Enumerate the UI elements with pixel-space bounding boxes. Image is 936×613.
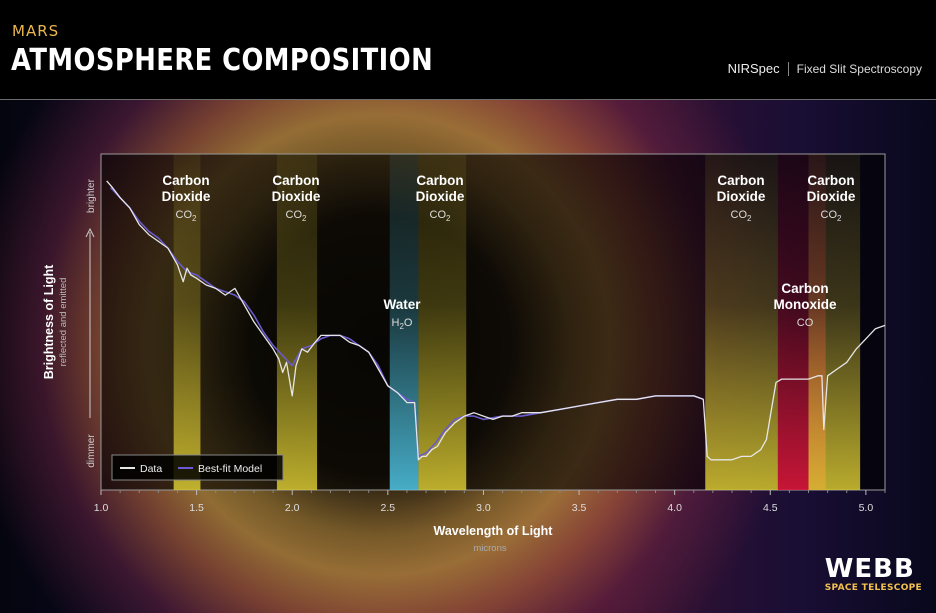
y-dimmer-label: dimmer [86, 434, 97, 468]
x-tick-label: 3.0 [476, 502, 491, 514]
band-label: Carbon [717, 173, 764, 188]
y-axis-subtitle: reflected and emitted [58, 278, 69, 367]
absorption-band [276, 154, 318, 490]
band-formula: CO2 [821, 209, 843, 223]
y-arrow-head [85, 227, 95, 238]
chart-legend: Data Best-fit Model [111, 454, 284, 481]
legend-label-data: Data [140, 463, 162, 475]
x-tick-label: 2.5 [381, 502, 396, 514]
band-label: Monoxide [774, 297, 837, 312]
legend-box [111, 454, 284, 481]
absorption-band [173, 154, 201, 490]
x-tick-label: 1.5 [189, 502, 204, 514]
instrument-name: NIRSpec [727, 61, 780, 76]
x-tick-label: 1.0 [94, 502, 109, 514]
x-tick-label: 5.0 [859, 502, 874, 514]
page-title: ATMOSPHERE COMPOSITION [11, 43, 434, 78]
band-label: Dioxide [272, 189, 321, 204]
band-label: Carbon [781, 281, 828, 296]
header-kicker: MARS [12, 22, 60, 40]
absorption-band [705, 154, 778, 490]
band-label: Dioxide [807, 189, 856, 204]
absorption-band [808, 154, 861, 490]
band-formula: H2O [392, 317, 413, 331]
instrument-mode: Fixed Slit Spectroscopy [796, 62, 922, 76]
band-label: Carbon [162, 173, 209, 188]
band-label: Carbon [807, 173, 854, 188]
instrument-caption: NIRSpec Fixed Slit Spectroscopy [728, 61, 922, 76]
legend-label-model: Best-fit Model [198, 463, 262, 475]
band-formula: CO2 [286, 209, 308, 223]
band-formula: CO2 [731, 209, 753, 223]
y-brighter-group: brighter [86, 178, 97, 213]
webb-logo: WEBB SPACE TELESCOPE [825, 556, 922, 593]
logo-subtitle: SPACE TELESCOPE [824, 583, 922, 593]
logo-wordmark: WEBB [824, 554, 915, 584]
x-tick-label: 4.5 [763, 502, 778, 514]
x-tick-label: 2.0 [285, 502, 300, 514]
band-label: Carbon [416, 173, 463, 188]
band-label: Carbon [272, 173, 319, 188]
band-formula: CO [797, 317, 814, 329]
caption-divider [787, 62, 789, 76]
x-tick-label: 4.0 [667, 502, 682, 514]
y-axis-title-group: Brightness of Light reflected and emitted [42, 264, 69, 379]
x-axis-unit: microns [473, 543, 507, 554]
y-brighter-label: brighter [86, 178, 97, 213]
band-formula: CO2 [176, 209, 198, 223]
band-label: Water [383, 297, 421, 312]
band-label: Dioxide [717, 189, 766, 204]
band-label: Dioxide [416, 189, 465, 204]
band-formula: CO2 [430, 209, 452, 223]
band-label: Dioxide [162, 189, 211, 204]
absorption-band [418, 154, 467, 490]
y-axis-title: Brightness of Light [42, 264, 56, 379]
series-line-data [106, 180, 886, 461]
x-tick-label: 3.5 [572, 502, 587, 514]
x-axis-title: Wavelength of Light [434, 524, 554, 538]
y-dimmer-group: dimmer [86, 434, 97, 468]
header: MARS ATMOSPHERE COMPOSITION NIRSpec Fixed… [0, 0, 936, 100]
absorption-band [389, 154, 419, 490]
